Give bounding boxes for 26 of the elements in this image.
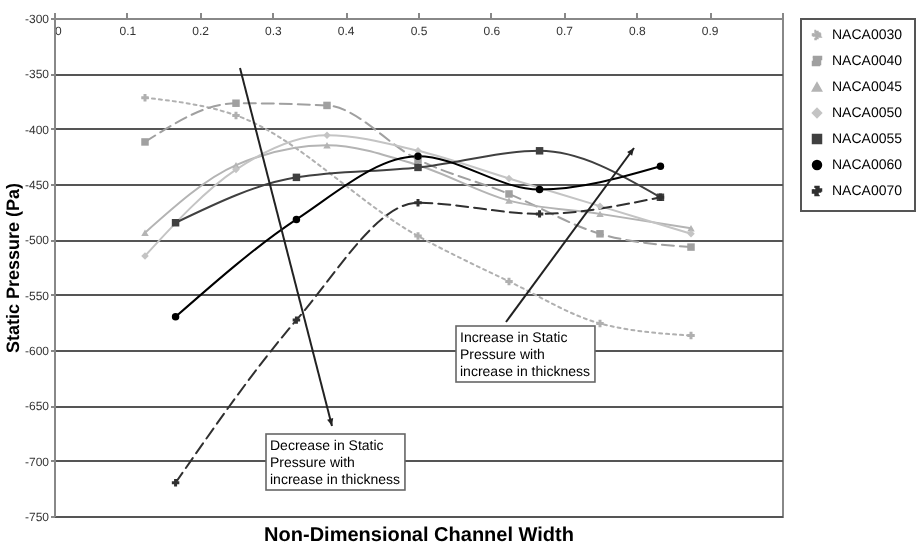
point bbox=[292, 215, 301, 224]
point bbox=[292, 316, 301, 324]
point bbox=[687, 243, 695, 251]
point bbox=[171, 313, 180, 321]
point bbox=[232, 165, 240, 174]
point bbox=[535, 185, 544, 194]
point bbox=[656, 162, 665, 171]
point bbox=[535, 147, 544, 155]
point bbox=[535, 210, 544, 218]
point bbox=[505, 174, 513, 183]
line-series bbox=[141, 131, 695, 260]
point bbox=[687, 225, 695, 232]
point bbox=[596, 230, 604, 238]
x-axis-title: Non-Dimensional Channel Width bbox=[264, 525, 574, 547]
point bbox=[232, 99, 240, 107]
point bbox=[141, 229, 149, 236]
point bbox=[141, 138, 149, 146]
point bbox=[414, 232, 422, 240]
point bbox=[596, 210, 604, 218]
point bbox=[171, 479, 180, 487]
y-axis-title: Static Pressure (Pa) bbox=[2, 182, 23, 354]
point bbox=[323, 142, 331, 149]
point bbox=[323, 101, 331, 110]
point bbox=[414, 199, 422, 207]
point bbox=[505, 190, 513, 198]
point bbox=[505, 197, 513, 204]
